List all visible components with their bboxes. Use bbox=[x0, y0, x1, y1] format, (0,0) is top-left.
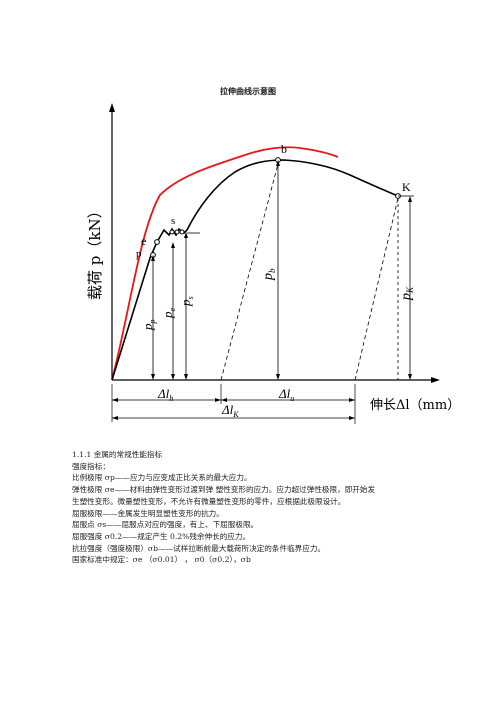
dim-dlu bbox=[221, 384, 356, 424]
text-line: 国家标准中规定：σe （σ0.01） ， σ0（σ0.2），σb bbox=[72, 555, 251, 565]
svg-text:pp: pp bbox=[140, 320, 157, 332]
point-e-label: e bbox=[141, 234, 146, 248]
tensile-curve-diagram: p e s b K pp pe ps pb pK bbox=[86, 103, 460, 424]
figure-title: 拉伸曲线示意图 bbox=[220, 87, 276, 96]
point-s-label: s bbox=[171, 215, 175, 227]
section-heading: 1.1.1 金属的常规性能指标 bbox=[72, 450, 163, 459]
text-line: 生塑性变形。微量塑性变形，不允许有微量塑性变形的零件，应根据此极限设计。 bbox=[72, 496, 346, 506]
label-pp: pp bbox=[140, 320, 157, 332]
text-line: 强度指标： bbox=[72, 461, 110, 471]
x-axis-arrow bbox=[431, 377, 440, 383]
unload-line-h bbox=[220, 163, 279, 381]
dim-dlk-label: ΔlK bbox=[221, 402, 239, 419]
svg-text:pe: pe bbox=[160, 308, 177, 320]
svg-text:ps: ps bbox=[178, 296, 195, 307]
point-s2-marker bbox=[174, 229, 180, 235]
label-pb: pb bbox=[261, 268, 277, 281]
point-b-label: b bbox=[281, 142, 287, 156]
text-line: 屈服极限——金属发生明显塑性变形的抗力。 bbox=[72, 508, 224, 518]
dim-dlh-label: Δlh bbox=[157, 386, 173, 403]
svg-text:pK: pK bbox=[399, 286, 415, 301]
point-e-marker bbox=[154, 239, 160, 245]
point-k-label: K bbox=[402, 180, 411, 194]
svg-text:载荷 p（kN）: 载荷 p（kN） bbox=[86, 203, 104, 300]
y-axis-arrow bbox=[109, 103, 115, 112]
dim-dlk bbox=[111, 384, 355, 422]
dim-dlu-label: Δlu bbox=[278, 386, 294, 403]
label-ps: ps bbox=[178, 296, 195, 307]
dim-dlh bbox=[112, 384, 222, 404]
unload-line-u bbox=[354, 197, 399, 381]
x-axis-label: 伸长Δl（mm） bbox=[370, 398, 460, 413]
label-pe: pe bbox=[160, 308, 177, 320]
point-s3-marker bbox=[179, 229, 185, 235]
red-curve bbox=[111, 146, 339, 381]
text-line: 屈服点 σs——屈服点对应的强度，有上、下屈服极限。 bbox=[72, 520, 259, 530]
point-s1-marker bbox=[169, 229, 175, 235]
text-line: 弹性极限 σe——材料由弹性变形过渡到弹 塑性变形的应力。应力超过弹性极限，即开… bbox=[72, 485, 376, 495]
y-axis-label: 载荷 p（kN） bbox=[86, 203, 104, 300]
point-p-label: p bbox=[136, 248, 142, 260]
svg-text:pb: pb bbox=[261, 268, 277, 281]
text-line: 抗拉强度（强度极限）σb——试样拉断前最大载荷所决定的条件临界应力。 bbox=[72, 543, 326, 553]
black-curve bbox=[111, 159, 399, 381]
label-pk: pK bbox=[399, 286, 415, 301]
text-line: 屈服强度 σ0.2——规定产生 0.2%残余伸长的应力。 bbox=[72, 531, 251, 541]
load-line-pk bbox=[398, 195, 414, 376]
text-section: 1.1.1 金属的常规性能指标 强度指标： 比例极限 σp——应力与应变成正比关… bbox=[72, 449, 442, 566]
text-line: 比例极限 σp——应力与应变成正比关系的最大应力。 bbox=[72, 473, 252, 483]
